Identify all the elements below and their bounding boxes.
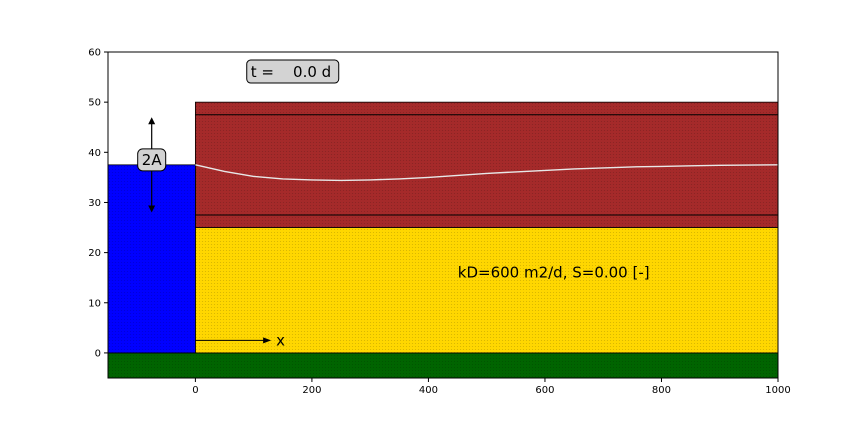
aquifer-label: kD=600 m2/d, S=0.00 [-] (458, 264, 650, 282)
x-arrow-label: x (276, 331, 285, 349)
x-tick-label: 200 (302, 385, 321, 396)
amplitude-box (137, 148, 167, 172)
x-tick-label: 600 (535, 385, 554, 396)
annotations-group: t = 0.0 d 2A x kD=600 m2/d, S=0.00 [-] (137, 59, 650, 349)
amplitude-arrowhead-up (148, 117, 156, 125)
y-tick-label: 60 (88, 48, 101, 59)
amplitude-label: 2A (142, 151, 163, 169)
x-tick-label: 400 (419, 385, 438, 396)
overlying-layer-texture (195, 102, 779, 228)
amplitude-arrowhead-down (148, 205, 156, 213)
x-arrowhead (263, 337, 272, 344)
axes-frame (107, 51, 779, 379)
aquifer-texture (195, 227, 779, 353)
layers-group (107, 101, 779, 379)
y-tick-label: 0 (95, 348, 101, 359)
base-texture (108, 352, 778, 378)
lines-group (195, 114, 779, 216)
time-box (246, 59, 340, 84)
y-tick-label: 50 (88, 98, 101, 109)
ticks-group: 0 200 400 600 800 1000 0 10 20 30 40 50 60 (88, 48, 790, 397)
x-tick-label: 1000 (765, 385, 790, 396)
y-tick-label: 20 (88, 248, 101, 259)
y-tick-label: 30 (88, 198, 101, 209)
y-tick-label: 10 (88, 298, 101, 309)
time-label: t = 0.0 d (251, 63, 331, 81)
y-tick-label: 40 (88, 148, 101, 159)
head-line (195, 164, 779, 182)
x-tick-label: 0 (192, 385, 198, 396)
x-tick-label: 800 (652, 385, 671, 396)
